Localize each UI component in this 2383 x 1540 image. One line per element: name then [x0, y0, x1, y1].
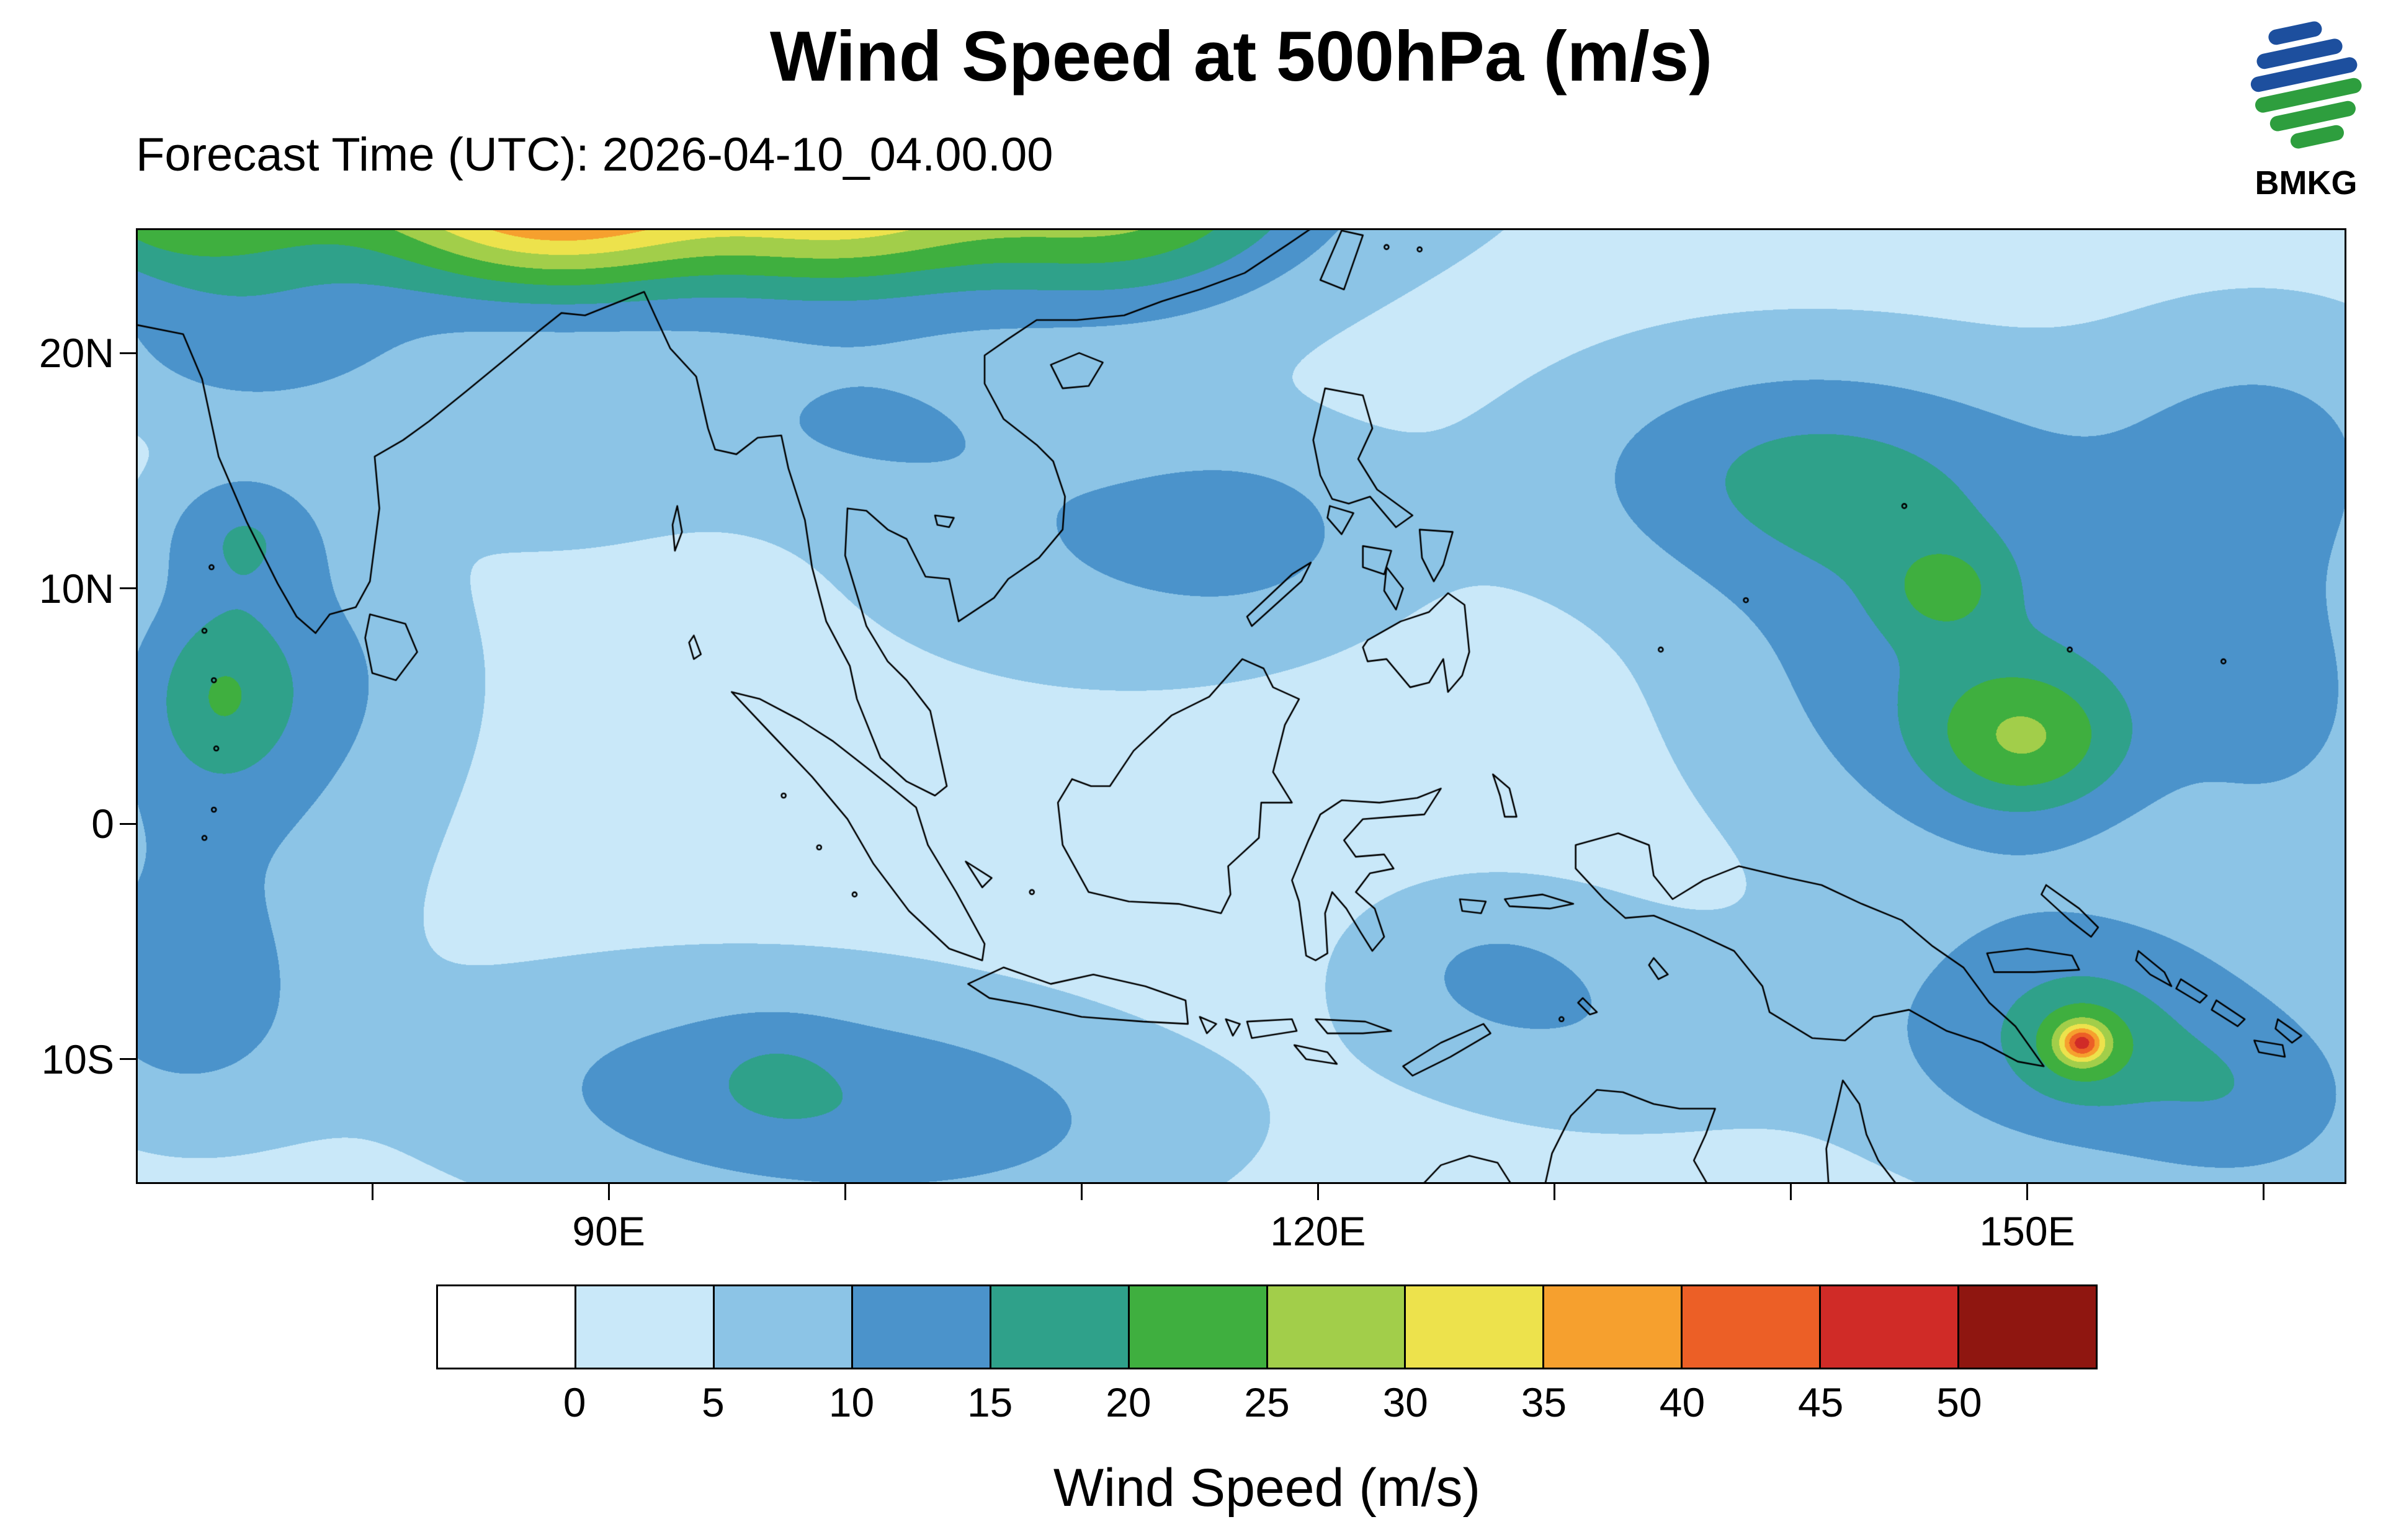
colorbar-tick-label-0: 0 — [563, 1379, 586, 1425]
lat-tick-10N — [120, 587, 136, 590]
lon-tick-90 — [607, 1184, 610, 1200]
lon-label-120E: 120E — [1270, 1208, 1366, 1254]
lon-tick-140 — [1789, 1184, 1792, 1200]
bmkg-logo-icon — [2250, 21, 2362, 149]
lat-label-20N: 20N — [38, 330, 114, 376]
colorbar-swatch-0 — [438, 1286, 575, 1368]
colorbar-tick-label-20: 20 — [1106, 1379, 1151, 1425]
lat-label-10N: 10N — [38, 565, 114, 612]
chart-title: Wind Speed at 500hPa (m/s) — [769, 17, 1713, 96]
colorbar-swatch-5 — [1127, 1286, 1266, 1368]
lon-tick-80 — [371, 1184, 373, 1200]
forecast-time-label: Forecast Time (UTC): 2026-04-10_04.00.00 — [136, 128, 1053, 181]
lon-tick-150 — [2026, 1184, 2029, 1200]
colorbar-swatches — [436, 1284, 2098, 1369]
colorbar-tick-label-15: 15 — [967, 1379, 1013, 1425]
colorbar-tick-label-35: 35 — [1521, 1379, 1567, 1425]
lon-tick-110 — [1080, 1184, 1083, 1200]
lat-tick-10S — [120, 1058, 136, 1061]
lat-tick-20N — [120, 352, 136, 354]
bmkg-logo: BMKG — [2247, 11, 2365, 202]
colorbar-swatch-7 — [1404, 1286, 1543, 1368]
colorbar-tick-label-40: 40 — [1659, 1379, 1706, 1425]
colorbar-swatch-2 — [712, 1286, 851, 1368]
colorbar-tick-label-30: 30 — [1382, 1379, 1428, 1425]
wind-speed-map-canvas — [136, 228, 2346, 1184]
lon-tick-100 — [844, 1184, 846, 1200]
lat-label-10S: 10S — [41, 1036, 114, 1082]
colorbar-tick-label-5: 5 — [701, 1379, 725, 1425]
lon-tick-160 — [2263, 1184, 2265, 1200]
colorbar-swatch-11 — [1957, 1286, 2096, 1368]
colorbar-swatch-6 — [1266, 1286, 1405, 1368]
colorbar-swatch-10 — [1819, 1286, 1958, 1368]
lat-tick-0 — [120, 822, 136, 825]
colorbar-swatch-9 — [1681, 1286, 1820, 1368]
lon-label-150E: 150E — [1979, 1208, 2075, 1254]
colorbar: 0 5 10 15 20 25 30 35 40 45 50 — [436, 1284, 2098, 1425]
map-plot-area — [120, 228, 2346, 1200]
colorbar-swatch-3 — [851, 1286, 990, 1368]
colorbar-tick-label-45: 45 — [1797, 1379, 1844, 1425]
colorbar-title: Wind Speed (m/s) — [1053, 1458, 1481, 1518]
lon-tick-120 — [1317, 1184, 1319, 1200]
colorbar-swatch-1 — [574, 1286, 713, 1368]
lon-label-90E: 90E — [572, 1208, 645, 1254]
colorbar-tick-label-25: 25 — [1244, 1379, 1290, 1425]
colorbar-swatch-8 — [1542, 1286, 1681, 1368]
lon-tick-130 — [1553, 1184, 1555, 1200]
colorbar-swatch-4 — [989, 1286, 1128, 1368]
colorbar-tick-label-50: 50 — [1936, 1379, 1982, 1425]
bmkg-logo-text: BMKG — [2255, 164, 2358, 202]
lat-label-0: 0 — [91, 801, 114, 847]
colorbar-tick-label-10: 10 — [828, 1379, 875, 1425]
